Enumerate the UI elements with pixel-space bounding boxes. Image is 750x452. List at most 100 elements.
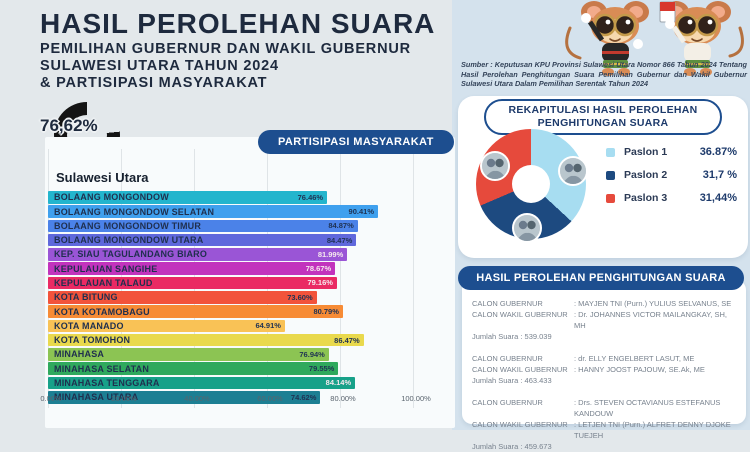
calon-wakil-gubernur-label: CALON WAKIL GUBERNUR (472, 310, 568, 319)
bar-value-label: 79.55% (308, 364, 335, 374)
calon-gubernur-name: Drs. STEVEN OCTAVIANUS ESTEFANUS KANDOUW (574, 397, 738, 419)
x-axis-tick: 40.00% (184, 394, 210, 403)
legend-label: Paslon 2 (624, 169, 668, 181)
legend-row: Paslon 3 31,44% (606, 192, 737, 204)
bar-row: MINAHASA 76.94% (48, 348, 413, 361)
bar-row: KOTA KOTAMOBAGU 80.79% (48, 305, 413, 318)
paslon-3-photo (480, 151, 510, 181)
bar-row: KOTA MANADO 64.91% (48, 319, 413, 333)
bar: KOTA TOMOHON 86.47% (48, 333, 364, 347)
paslon-1-photo (558, 156, 588, 186)
bar-category-label: MINAHASA UTARA (54, 392, 139, 403)
legend-label: Paslon 3 (624, 192, 668, 204)
bar: MINAHASA 76.94% (48, 348, 329, 361)
mascot-left (565, 1, 649, 76)
calon-wakil-gubernur-row: CALON WAKIL GUBERNUR HANNY JOOST PAJOUW, … (472, 364, 738, 375)
bar-value-label: 76.46% (297, 192, 324, 202)
calon-gubernur-label: CALON GUBERNUR (472, 299, 543, 308)
paslon-2-photo (512, 213, 542, 243)
calon-wakil-gubernur-label: CALON WAKIL GUBERNUR (472, 365, 568, 374)
subtitle-line-2: SULAWESI UTARA TAHUN 2024 (40, 58, 279, 74)
bar: KOTA MANADO 64.91% (48, 319, 285, 333)
legend-row: Paslon 1 36.87% (606, 146, 737, 158)
calon-wakil-gubernur-row: CALON WAKIL GUBERNUR Dr. JOHANNES VICTOR … (472, 309, 738, 331)
bar: MINAHASA UTARA 74.62% (48, 390, 321, 404)
bar-category-label: MINAHASA TENGGARA (54, 377, 160, 388)
jumlah-suara: Jumlah Suara : 459.673 (472, 442, 552, 451)
bar-category-label: KOTA TOMOHON (54, 335, 131, 346)
legend-value: 31,7 % (702, 169, 737, 181)
bar: BOLAANG MONGONDOW 76.46% (48, 191, 328, 204)
legend-swatch (606, 170, 615, 180)
page-subtitle: PEMILIHAN GUBERNUR DAN WAKIL GUBERNUR SU… (40, 41, 435, 91)
recap-donut-chart (476, 129, 588, 243)
bar-category-label: BOLAANG MONGONDOW (54, 192, 169, 203)
bar-value-label: 76.94% (299, 349, 325, 359)
x-axis-tick: 80.00% (330, 394, 356, 403)
calon-wakil-gubernur-name: Dr. JOHANNES VICTOR MAILANGKAY, SH, MH (574, 309, 738, 331)
results-header: HASIL PEROLEHAN PENGHITUNGAN SUARA (458, 266, 744, 290)
bar-category-label: KOTA KOTAMOBAGU (54, 306, 150, 317)
calon-gubernur-name: dr. ELLY ENGELBERT LASUT, ME (574, 353, 738, 364)
calon-gubernur-name: MAYJEN TNI (Purn.) YULIUS SELVANUS, SE (574, 298, 738, 309)
bar-row: BOLAANG MONGONDOW 76.46% (48, 191, 413, 204)
calon-gubernur-label: CALON GUBERNUR (472, 354, 543, 363)
x-axis-tick: 20.00% (111, 394, 137, 403)
subtitle-line-1: PEMILIHAN GUBERNUR DAN WAKIL GUBERNUR (40, 41, 411, 57)
results-card: CALON GUBERNUR MAYJEN TNI (Purn.) YULIUS … (462, 280, 746, 451)
bar-row: KEP. SIAU TAGULANDANG BIARO 81.99% (48, 248, 413, 261)
kpu-mascots-illustration (565, 1, 744, 76)
bar-row: BOLAANG MONGONDOW SELATAN 90.41% (48, 205, 413, 218)
bar: MINAHASA SELATAN 79.55% (48, 362, 339, 375)
gridline (413, 149, 414, 408)
page-header: HASIL PEROLEHAN SUARA PEMILIHAN GUBERNUR… (40, 8, 435, 91)
bar-category-label: MINAHASA SELATAN (54, 363, 150, 374)
bar-value-label: 84.47% (326, 235, 353, 245)
calon-wakil-gubernur-row: CALON WAKIL GUBERNUR LETJEN TNI (Purn.) A… (472, 419, 738, 441)
source-note: Sumber : Keputusan KPU Provinsi Sulawesi… (461, 60, 747, 88)
bar-row: KEPULAUAN TALAUD 79.16% (48, 276, 413, 290)
calon-wakil-gubernur-name: HANNY JOOST PAJOUW, SE.Ak, ME (574, 364, 738, 375)
bar-value-label: 78.67% (305, 264, 332, 274)
page-title: HASIL PEROLEHAN SUARA (40, 8, 436, 39)
legend-value: 36.87% (699, 146, 737, 158)
jumlah-suara: Jumlah Suara : 463.433 (472, 376, 552, 385)
province-participation-value: 76,62% (40, 116, 98, 135)
bar: KEPULAUAN TALAUD 79.16% (48, 276, 337, 290)
bar-row: MINAHASA SELATAN 79.55% (48, 362, 413, 375)
result-entry: CALON GUBERNUR MAYJEN TNI (Purn.) YULIUS … (472, 298, 738, 342)
bar-value-label: 73.60% (287, 292, 313, 302)
legend-value: 31,44% (699, 192, 737, 204)
gridline (340, 149, 341, 408)
x-axis-tick: 100.00% (401, 394, 431, 403)
jumlah-suara: Jumlah Suara : 539.039 (472, 332, 552, 341)
bar-value-label: 84.14% (325, 378, 352, 388)
bar-category-label: KOTA MANADO (54, 320, 124, 331)
bar: KOTA KOTAMOBAGU 80.79% (48, 305, 343, 318)
bar: KEPULAUAN SANGIHE 78.67% (48, 262, 336, 275)
bar: BOLAANG MONGONDOW UTARA 84.47% (48, 233, 357, 247)
bar-rows: BOLAANG MONGONDOW 76.46% BOLAANG MONGONDOW… (48, 191, 413, 405)
bar: BOLAANG MONGONDOW TIMUR 84.87% (48, 219, 358, 233)
legend-label: Paslon 1 (624, 146, 668, 158)
bar: MINAHASA TENGGARA 84.14% (48, 376, 356, 390)
bar-value-label: 81.99% (317, 249, 344, 259)
legend-row: Paslon 2 31,7 % (606, 169, 737, 181)
bar-category-label: BOLAANG MONGONDOW SELATAN (54, 206, 215, 217)
bar-category-label: MINAHASA (54, 349, 105, 360)
recap-card: REKAPITULASI HASIL PEROLEHAN PENGHITUNGA… (458, 96, 748, 258)
bar-category-label: KEP. SIAU TAGULANDANG BIARO (54, 249, 208, 260)
bar-category-label: KEPULAUAN TALAUD (54, 277, 153, 288)
calon-wakil-gubernur-name: LETJEN TNI (Purn.) ALFRET DENNY DJOKE TU… (574, 419, 738, 441)
bar-value-label: 84.87% (328, 221, 354, 231)
participation-banner: PARTISIPASI MASYARAKAT (258, 130, 454, 154)
bar-value-label: 64.91% (255, 321, 281, 331)
calon-gubernur-row: CALON GUBERNUR dr. ELLY ENGELBERT LASUT, … (472, 353, 738, 364)
bar-row: MINAHASA TENGGARA 84.14% (48, 376, 413, 390)
bar-row: BOLAANG MONGONDOW UTARA 84.47% (48, 233, 413, 247)
bar-category-label: KEPULAUAN SANGIHE (54, 263, 158, 274)
bar-value-label: 79.16% (307, 278, 333, 288)
bar-row: BOLAANG MONGONDOW TIMUR 84.87% (48, 219, 413, 233)
recap-legend: Paslon 1 36.87% Paslon 2 31,7 % Paslon 3 31,4… (606, 146, 737, 215)
result-entry: CALON GUBERNUR dr. ELLY ENGELBERT LASUT, … (472, 353, 738, 386)
